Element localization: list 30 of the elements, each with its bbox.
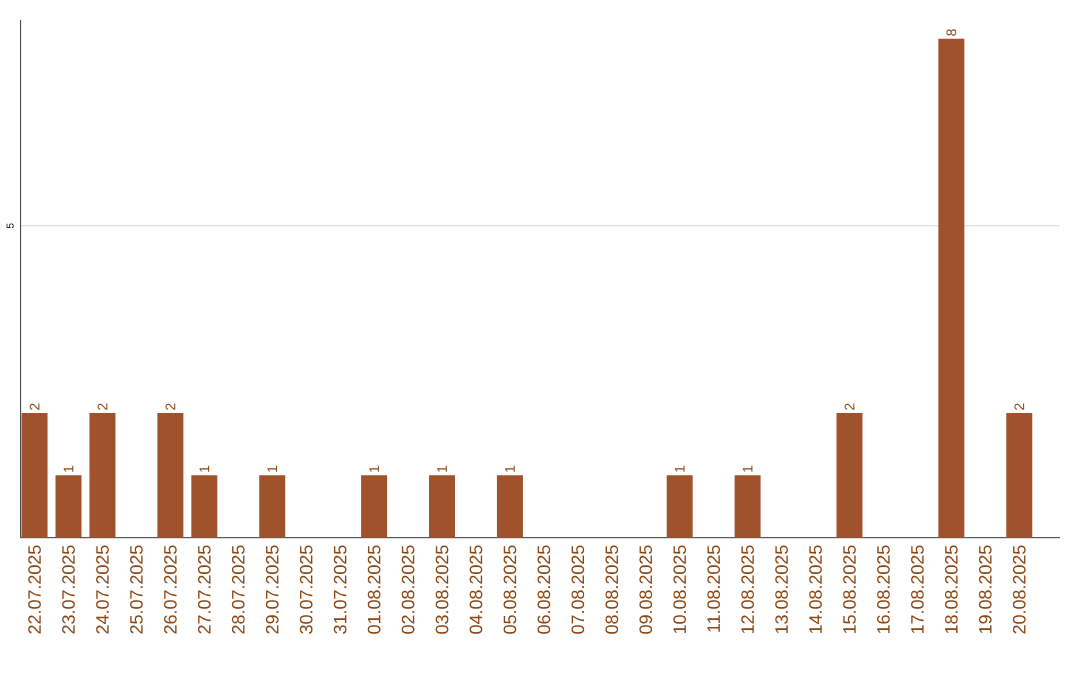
x-tick-label: 10.08.2025 <box>673 545 687 634</box>
x-tick-label: 09.08.2025 <box>639 545 653 634</box>
x-tick-label: 14.08.2025 <box>809 545 822 634</box>
x-tick-label: 28.07.2025 <box>231 545 245 634</box>
x-tick-label: 26.07.2025 <box>164 545 177 634</box>
x-tick-label: 22.07.2025 <box>28 545 41 634</box>
x-tick-label: 23.07.2025 <box>62 545 75 634</box>
x-tick-label: 03.08.2025 <box>435 545 449 634</box>
x-tick-label: 25.07.2025 <box>130 545 143 634</box>
x-tick-label: 05.08.2025 <box>503 545 517 634</box>
x-tick-label: 04.08.2025 <box>469 545 483 634</box>
x-tick-label: 18.08.2025 <box>945 545 958 634</box>
x-tick-label: 01.08.2025 <box>367 545 381 634</box>
x-tick-label: 11.08.2025 <box>707 545 721 632</box>
x-tick-label: 20.08.2025 <box>1012 545 1026 634</box>
x-tick-label: 27.07.2025 <box>197 545 211 634</box>
x-tick-label: 30.07.2025 <box>299 545 313 634</box>
x-tick-label: 08.08.2025 <box>605 545 619 634</box>
x-tick-label: 17.08.2025 <box>911 545 924 634</box>
x-tick-label: 06.08.2025 <box>537 545 551 634</box>
x-tick-label: 07.08.2025 <box>571 545 585 634</box>
x-tick-label: 13.08.2025 <box>775 545 788 634</box>
x-tick-label: 29.07.2025 <box>265 545 279 634</box>
x-tick-label: 31.07.2025 <box>333 545 347 634</box>
x-tick-label: 24.07.2025 <box>96 545 109 634</box>
x-tick-label: 15.08.2025 <box>843 545 856 634</box>
x-tick-label: 02.08.2025 <box>401 545 415 634</box>
x-tick-label: 12.08.2025 <box>741 545 754 634</box>
x-tick-label: 16.08.2025 <box>877 545 890 634</box>
x-tick-label: 19.08.2025 <box>978 545 992 634</box>
